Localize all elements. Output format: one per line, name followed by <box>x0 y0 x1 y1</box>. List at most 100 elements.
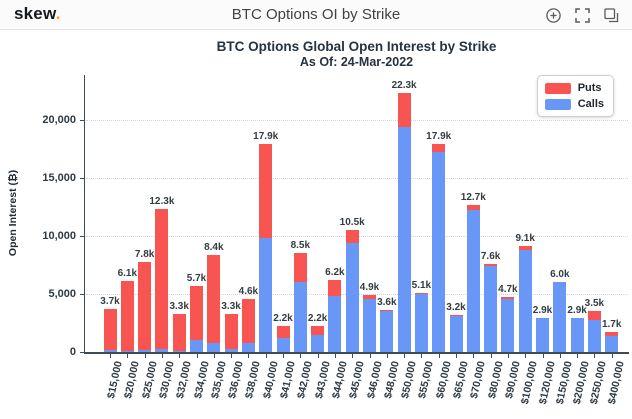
bar-puts-segment[interactable] <box>120 281 134 351</box>
puts-color-swatch <box>544 82 571 94</box>
x-tick <box>369 354 371 358</box>
bar-calls-segment[interactable] <box>553 282 567 352</box>
bar-puts-segment[interactable] <box>172 313 186 351</box>
x-tick <box>110 354 111 358</box>
bar-calls-segment[interactable] <box>363 298 376 352</box>
x-tick <box>559 354 561 358</box>
bar-puts-segment[interactable] <box>518 246 532 250</box>
bar-calls-segment[interactable] <box>345 242 359 352</box>
zoom-in-icon[interactable] <box>545 7 562 24</box>
bar-total-label: 3.3k <box>169 300 189 312</box>
bar-puts-segment[interactable] <box>397 93 411 127</box>
bar-total-label: 3.6k <box>377 297 397 309</box>
bar-calls-segment[interactable] <box>172 350 186 352</box>
x-tick <box>456 354 457 358</box>
bar-puts-segment[interactable] <box>380 310 394 312</box>
bar-puts-segment[interactable] <box>259 144 273 239</box>
bar-total-label: 6.1k <box>117 268 138 280</box>
bar-calls-segment[interactable] <box>605 335 619 352</box>
bar-calls-segment[interactable] <box>259 238 273 352</box>
x-tick <box>283 354 284 358</box>
bar-total-label: 17.9k <box>426 131 452 143</box>
bar-total-label: 6.0k <box>550 269 570 281</box>
legend-item-calls[interactable]: Calls <box>544 98 604 110</box>
bar-puts-segment[interactable] <box>155 209 169 349</box>
bar-puts-segment[interactable] <box>363 295 376 299</box>
bar-puts-segment[interactable] <box>345 230 359 243</box>
bar-calls-segment[interactable] <box>484 266 498 352</box>
bar-calls-segment[interactable] <box>432 152 446 352</box>
legend-label-puts: Puts <box>577 82 602 94</box>
bar-calls-segment[interactable] <box>311 334 325 352</box>
legend-item-puts[interactable]: Puts <box>544 82 604 94</box>
gridline <box>86 120 628 121</box>
bar-calls-segment[interactable] <box>103 349 117 352</box>
bar-puts-segment[interactable] <box>276 326 290 339</box>
bar-total-label: 5.7k <box>186 272 207 284</box>
bar-calls-segment[interactable] <box>536 318 549 352</box>
app-logo[interactable]: skew. <box>14 4 61 24</box>
bar-calls-segment[interactable] <box>414 294 428 352</box>
bar-calls-segment[interactable] <box>241 342 255 352</box>
bar-total-label: 7.8k <box>134 248 155 260</box>
x-tick <box>144 354 146 358</box>
x-tick <box>386 354 388 358</box>
y-tick <box>80 178 85 179</box>
duplicate-icon[interactable] <box>603 7 620 24</box>
y-tick-label: 0 <box>69 345 76 358</box>
bar-total-label: 4.7k <box>498 284 518 296</box>
bar-total-label: 8.5k <box>290 240 311 252</box>
bar-calls-segment[interactable] <box>190 340 203 352</box>
bar-calls-segment[interactable] <box>138 349 152 352</box>
x-tick <box>507 354 509 358</box>
bar-calls-segment[interactable] <box>587 319 601 352</box>
x-tick <box>542 354 544 358</box>
bar-puts-segment[interactable] <box>207 254 221 343</box>
bar-calls-segment[interactable] <box>224 348 238 352</box>
y-tick <box>80 352 85 353</box>
bar-calls-segment[interactable] <box>328 296 342 352</box>
bar-puts-segment[interactable] <box>293 253 307 283</box>
bar-puts-segment[interactable] <box>432 144 446 153</box>
bar-calls-segment[interactable] <box>466 210 480 352</box>
bar-calls-segment[interactable] <box>449 316 463 352</box>
y-tick-label: 20,000 <box>42 113 76 126</box>
window-title: BTC Options OI by Strike <box>231 6 401 23</box>
y-tick-label: 15,000 <box>42 171 76 184</box>
bar-total-label: 7.6k <box>480 250 501 262</box>
y-tick <box>80 120 85 121</box>
bar-calls-segment[interactable] <box>397 126 411 352</box>
bar-calls-segment[interactable] <box>518 249 532 352</box>
bar-puts-segment[interactable] <box>224 313 238 349</box>
bar-total-label: 8.4k <box>204 241 224 253</box>
bar-puts-segment[interactable] <box>501 297 515 299</box>
bar-calls-segment[interactable] <box>293 282 307 352</box>
bar-puts-segment[interactable] <box>605 332 619 336</box>
bar-puts-segment[interactable] <box>190 285 203 341</box>
bar-puts-segment[interactable] <box>414 292 428 294</box>
bar-puts-segment[interactable] <box>138 261 152 350</box>
bar-calls-segment[interactable] <box>120 350 134 352</box>
legend: Puts Calls <box>536 75 614 117</box>
x-tick <box>473 354 475 358</box>
bar-calls-segment[interactable] <box>276 338 290 352</box>
bar-puts-segment[interactable] <box>328 280 342 297</box>
x-tick <box>352 354 354 358</box>
bar-calls-segment[interactable] <box>155 348 169 352</box>
bar-puts-segment[interactable] <box>484 263 498 267</box>
bar-puts-segment[interactable] <box>587 311 601 320</box>
bar-puts-segment[interactable] <box>449 314 463 317</box>
bar-calls-segment[interactable] <box>380 311 394 352</box>
bar-puts-segment[interactable] <box>466 204 480 211</box>
bar-calls-segment[interactable] <box>501 298 515 352</box>
bar-calls-segment[interactable] <box>570 318 584 352</box>
bar-puts-segment[interactable] <box>311 326 325 335</box>
bar-calls-segment[interactable] <box>207 342 221 352</box>
bar-puts-segment[interactable] <box>241 298 255 343</box>
chart-subtitle: As Of: 24-Mar-2022 <box>299 55 414 69</box>
app-logo-text: skew <box>14 4 56 23</box>
bar-puts-segment[interactable] <box>103 309 117 350</box>
x-tick <box>231 354 233 358</box>
fullscreen-icon[interactable] <box>574 7 591 24</box>
bar-total-label: 4.6k <box>238 285 259 297</box>
